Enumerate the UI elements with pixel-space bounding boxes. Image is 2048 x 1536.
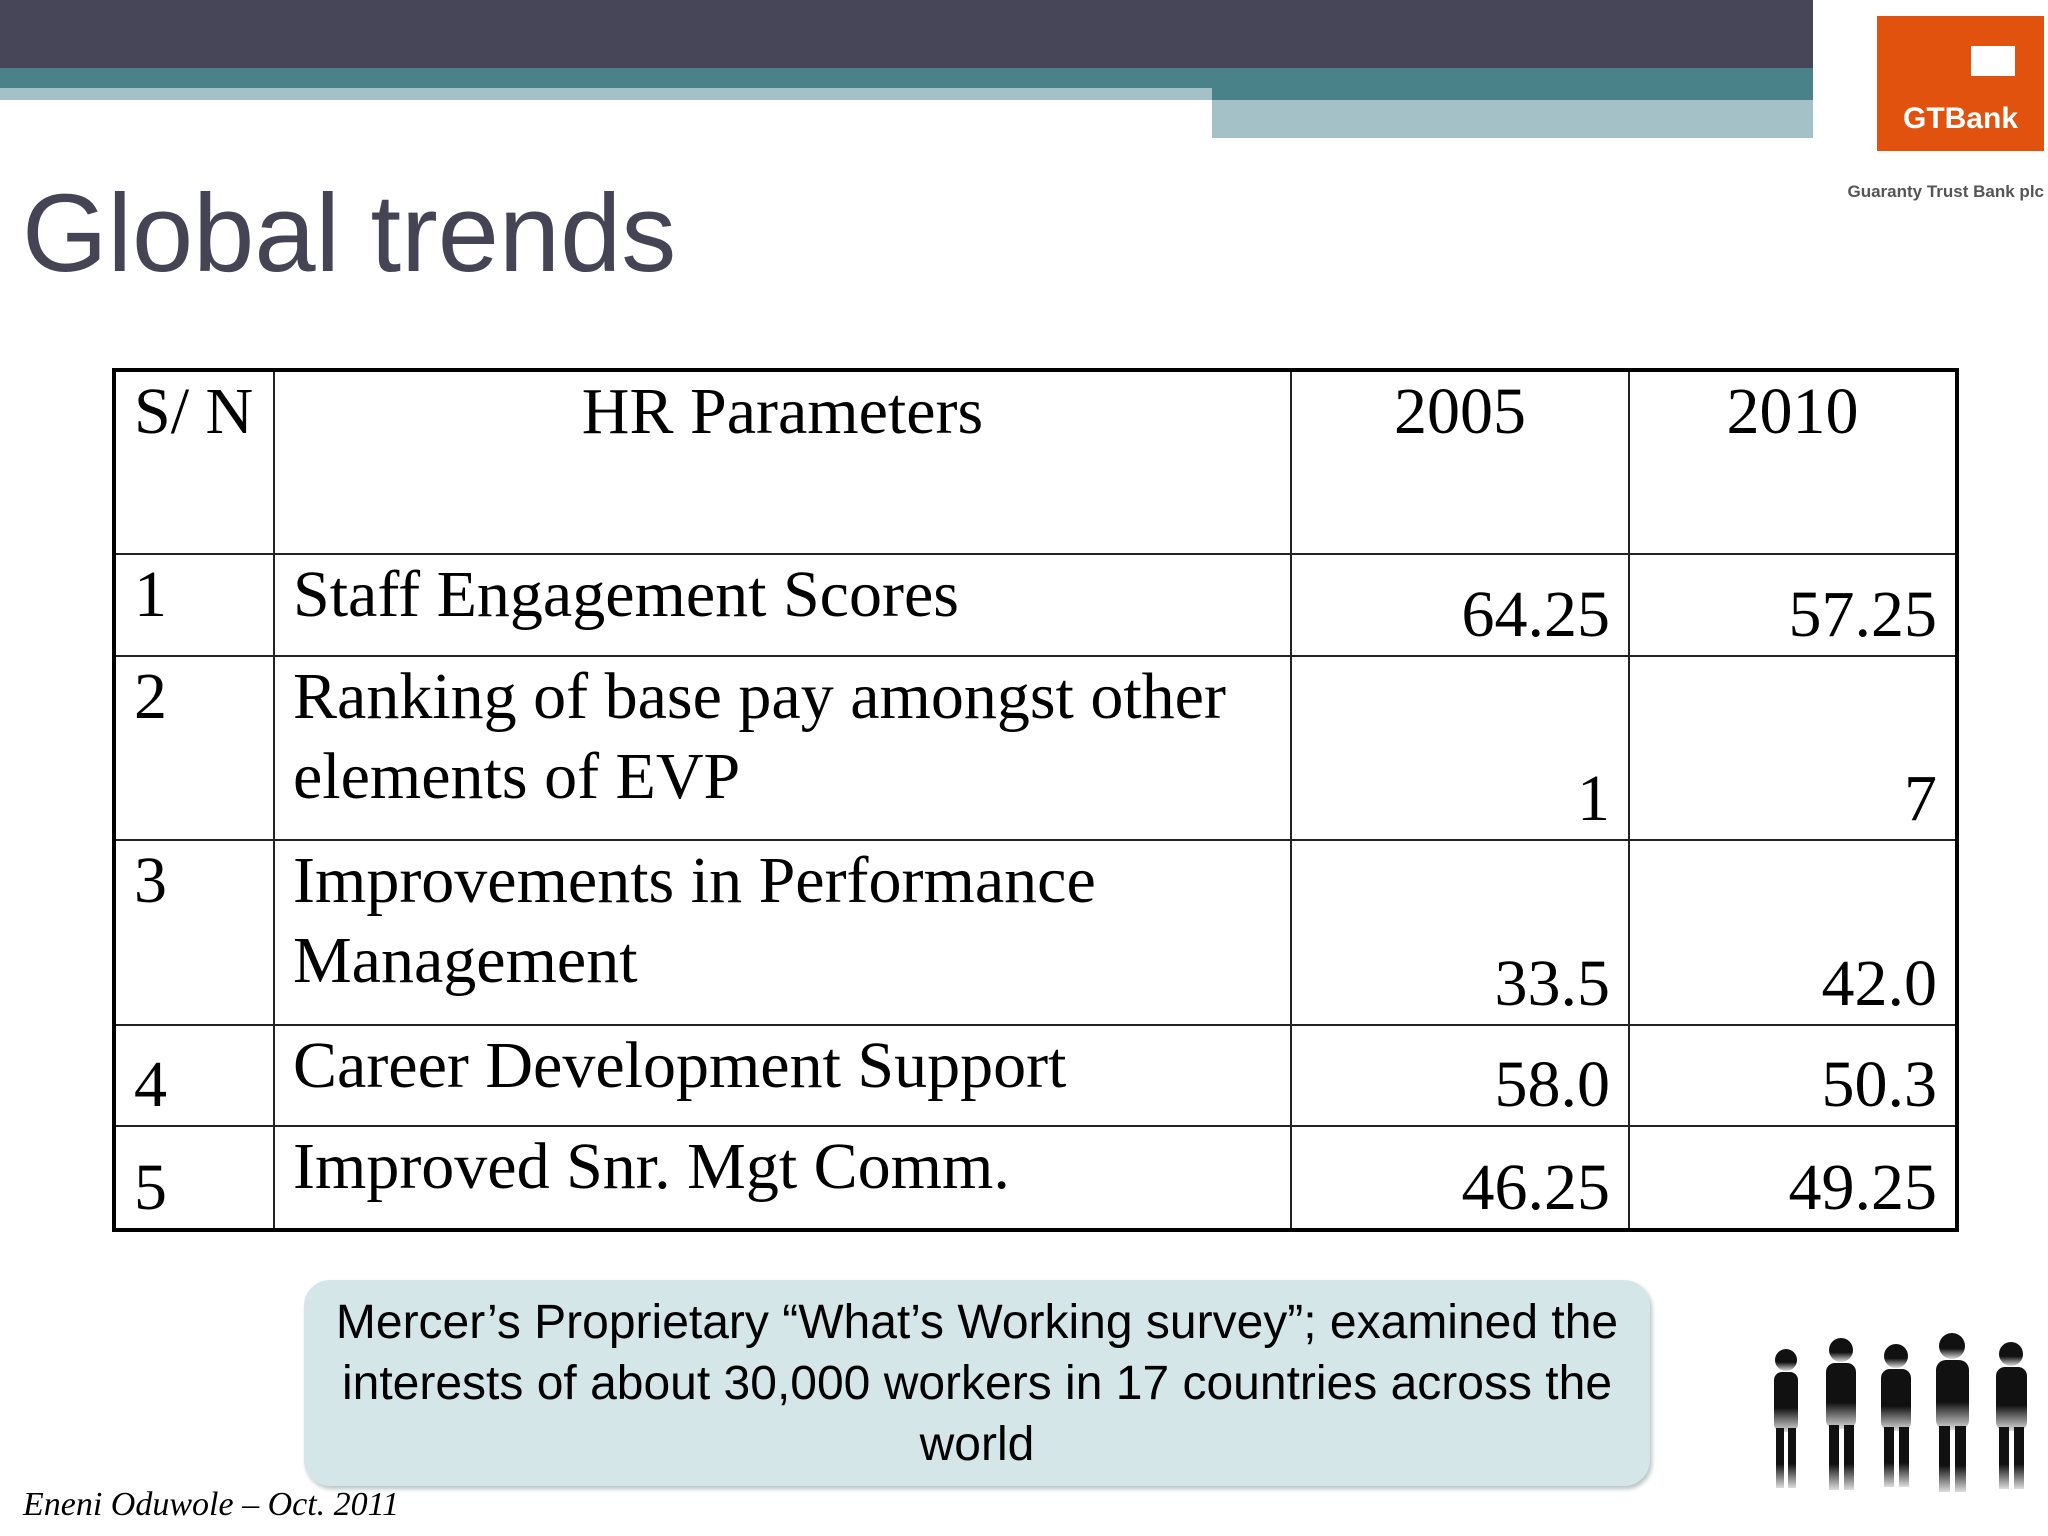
people-image	[1774, 1333, 2027, 1492]
table-row: 3 Improvements in Performance Management 3…	[113, 839, 1958, 1026]
data-table: S/ N HR Parameters 2005 2010 1 Staff Engagem…	[112, 368, 1959, 1232]
logo-subtitle: Guaranty Trust Bank plc	[1847, 182, 2045, 201]
author: Eneni Oduwole – Oct. 2011	[23, 1486, 400, 1523]
table-row: 2 Ranking of base pay amongst other eleme…	[113, 655, 1958, 841]
parameter: Career Development Support	[273, 1024, 1292, 1127]
value-cell: 49.25	[1628, 1125, 1958, 1231]
value-cell: 50.3	[1628, 1024, 1958, 1127]
note-text: Mercer’s Proprietary “What’s Working sur…	[335, 1295, 1619, 1471]
parameter: Improved Snr. Mgt Comm.	[273, 1125, 1292, 1231]
value-cell: 46.25	[1290, 1125, 1630, 1231]
value-cell: 1	[1290, 655, 1630, 841]
value-cell: 58.0	[1290, 1024, 1630, 1127]
column-header: 2010	[1628, 369, 1958, 555]
header-bar	[0, 0, 1813, 68]
serial-number: 3	[113, 839, 275, 1026]
column-header: 2005	[1290, 369, 1630, 555]
value-cell: 42.0	[1628, 839, 1958, 1026]
parameter: Ranking of base pay amongst other elemen…	[273, 655, 1292, 841]
table-row: 5 Improved Snr. Mgt Comm. 46.25 49.25	[113, 1125, 1958, 1231]
value-cell: 7	[1628, 655, 1958, 841]
value-cell: 64.25	[1290, 553, 1630, 657]
serial-number: 2	[113, 655, 275, 841]
serial-number: 1	[113, 553, 275, 657]
column-header: HR Parameters	[273, 369, 1292, 555]
logo: GTBank	[1877, 16, 2044, 151]
note-box: Mercer’s Proprietary “What’s Working sur…	[304, 1280, 1650, 1486]
slide-title: Global trends	[22, 172, 677, 295]
logo-name: GTBank	[1902, 102, 2019, 135]
parameter: Staff Engagement Scores	[273, 553, 1292, 657]
column-header: S/ N	[113, 369, 275, 555]
logo-square	[1971, 46, 2015, 76]
serial-number: 4	[113, 1024, 275, 1127]
header-bar	[0, 88, 1212, 100]
parameter: Improvements in Performance Management	[273, 839, 1292, 1026]
serial-number: 5	[113, 1125, 275, 1231]
table-row: 1 Staff Engagement Scores 64.25 57.25	[113, 553, 1958, 657]
table-row: 4 Career Development Support 58.0 50.3	[113, 1024, 1958, 1127]
header-bar	[1212, 100, 1813, 138]
value-cell: 57.25	[1628, 553, 1958, 657]
value-cell: 33.5	[1290, 839, 1630, 1026]
